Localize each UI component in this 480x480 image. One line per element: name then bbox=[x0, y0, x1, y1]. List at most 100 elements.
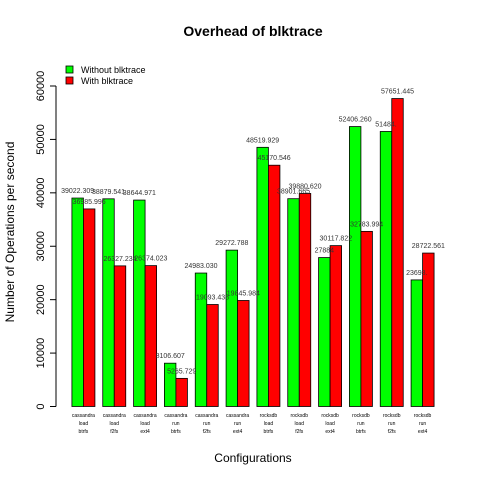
data-label: 38879.541 bbox=[92, 189, 125, 196]
x-tick-label: load bbox=[295, 421, 305, 427]
x-tick-label: run bbox=[357, 421, 364, 427]
x-tick-label: load bbox=[79, 421, 89, 427]
bar-with-blktrace bbox=[144, 265, 157, 407]
data-label: 51484. bbox=[375, 121, 396, 128]
bar-without-blktrace bbox=[287, 198, 300, 407]
data-label: 38644.971 bbox=[123, 190, 156, 197]
x-axis-label: Configurations bbox=[214, 451, 291, 465]
bar-with-blktrace bbox=[329, 245, 342, 407]
x-tick-label: cassandra bbox=[164, 413, 187, 419]
data-label: 23698. bbox=[406, 270, 427, 277]
data-label: 39022.309 bbox=[61, 188, 94, 195]
x-tick-label: run bbox=[419, 421, 426, 427]
legend-label-without-blktrace: Without blktrace bbox=[81, 65, 146, 75]
x-tick-label: f2fs bbox=[203, 429, 212, 435]
data-label: 28722.561 bbox=[412, 243, 445, 250]
data-label: 8106.607 bbox=[156, 353, 185, 360]
x-tick-label: cassandra bbox=[195, 413, 218, 419]
bar-with-blktrace bbox=[237, 300, 250, 407]
x-tick-label: f2fs bbox=[110, 429, 119, 435]
legend-swatch-with-blktrace bbox=[65, 76, 74, 85]
bar-without-blktrace bbox=[71, 197, 84, 407]
data-label: 57651.445 bbox=[381, 89, 414, 96]
data-label: 36985.996 bbox=[73, 199, 106, 206]
bar-without-blktrace bbox=[194, 272, 208, 407]
bar-with-blktrace bbox=[360, 230, 373, 407]
x-tick-label: btrfs bbox=[264, 429, 274, 435]
y-tick-label: 40000 bbox=[35, 178, 47, 209]
y-tick-label: 50000 bbox=[35, 124, 47, 155]
y-axis-label: Number of Operations per second bbox=[3, 142, 17, 323]
x-tick-label: cassandra bbox=[103, 413, 126, 419]
x-tick-label: ext4 bbox=[325, 429, 335, 435]
y-tick-label: 60000 bbox=[35, 71, 47, 102]
bar-without-blktrace bbox=[379, 131, 393, 407]
data-label: 19845.984 bbox=[227, 290, 260, 297]
x-tick-label: run bbox=[172, 421, 179, 427]
data-label: 29272.788 bbox=[215, 240, 248, 247]
x-tick-label: load bbox=[264, 421, 274, 427]
data-label: 30117.822 bbox=[320, 236, 353, 243]
x-tick-label: run bbox=[203, 421, 210, 427]
x-tick-label: ext4 bbox=[418, 429, 428, 435]
y-tick-label: 20000 bbox=[35, 284, 47, 315]
x-tick-label: ext4 bbox=[233, 429, 243, 435]
data-label: 48519.929 bbox=[246, 137, 279, 144]
data-label: 39880.620 bbox=[288, 183, 321, 190]
data-label: 32783.994 bbox=[350, 221, 383, 228]
bar-with-blktrace bbox=[83, 208, 96, 407]
x-tick-label: rocksdb bbox=[290, 413, 308, 419]
legend: Without blktrace With blktrace bbox=[65, 65, 146, 86]
x-tick-label: run bbox=[234, 421, 241, 427]
data-label: 19093.438 bbox=[196, 295, 229, 302]
bar-with-blktrace bbox=[422, 252, 435, 407]
data-label: 26374.023 bbox=[134, 256, 167, 263]
x-tick-label: load bbox=[140, 421, 150, 427]
bar-with-blktrace bbox=[175, 377, 188, 407]
bar-without-blktrace bbox=[102, 198, 115, 407]
x-tick-label: load bbox=[325, 421, 335, 427]
bar-without-blktrace bbox=[256, 146, 269, 407]
x-tick-label: load bbox=[110, 421, 120, 427]
x-tick-label: f2fs bbox=[295, 429, 304, 435]
x-tick-label: btrfs bbox=[79, 429, 89, 435]
bar-with-blktrace bbox=[113, 265, 127, 407]
x-tick-label: cassandra bbox=[226, 413, 249, 419]
x-tick-label: rocksdb bbox=[352, 413, 370, 419]
bar-without-blktrace bbox=[225, 249, 238, 407]
y-tick-label: 0 bbox=[35, 403, 47, 409]
bar-with-blktrace bbox=[206, 304, 219, 407]
y-tick-label: 10000 bbox=[35, 338, 47, 369]
x-tick-labels: cassandra load btrfs cassandra load f2fs cassa… bbox=[72, 413, 432, 435]
x-tick-label: cassandra bbox=[134, 413, 157, 419]
x-tick-label: run bbox=[388, 421, 395, 427]
data-label: 27884 bbox=[315, 248, 335, 255]
x-tick-label: btrfs bbox=[356, 429, 366, 435]
bar-without-blktrace bbox=[410, 279, 423, 407]
bar-without-blktrace bbox=[318, 257, 331, 407]
bar-with-blktrace bbox=[298, 193, 312, 407]
x-tick-label: btrfs bbox=[171, 429, 181, 435]
bars bbox=[71, 98, 435, 407]
x-tick-label: cassandra bbox=[72, 413, 95, 419]
data-labels: 39022.309 36985.996 38879.541 26327.234 3864… bbox=[61, 89, 445, 376]
x-tick-label: rocksdb bbox=[260, 413, 278, 419]
x-tick-label: rocksdb bbox=[414, 413, 432, 419]
data-label: 45170.546 bbox=[258, 155, 291, 162]
chart-title: Overhead of blktrace bbox=[183, 23, 322, 39]
legend-swatch-without-blktrace bbox=[65, 65, 74, 74]
bar-without-blktrace bbox=[349, 126, 362, 407]
x-tick-label: f2fs bbox=[388, 429, 397, 435]
x-tick-label: ext4 bbox=[140, 429, 150, 435]
data-label: 38901.665 bbox=[277, 189, 310, 196]
data-label: 5265.729 bbox=[167, 368, 196, 375]
y-axis: 0 10000 20000 30000 40000 50000 60000 bbox=[35, 71, 57, 410]
x-tick-label: rocksdb bbox=[321, 413, 339, 419]
data-label: 26327.234 bbox=[103, 256, 136, 263]
bar-with-blktrace bbox=[391, 98, 404, 407]
data-label: 24983.030 bbox=[184, 263, 217, 270]
x-tick-label: rocksdb bbox=[383, 413, 401, 419]
bar-without-blktrace bbox=[133, 199, 146, 407]
legend-label-with-blktrace: With blktrace bbox=[81, 76, 133, 86]
